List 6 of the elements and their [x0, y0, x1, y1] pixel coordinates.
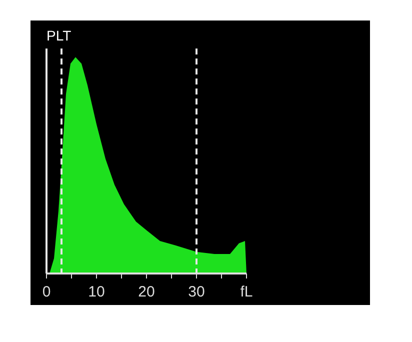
x-tick-label: 20 [138, 284, 155, 300]
chart-title: PLT [46, 28, 72, 44]
x-tick-label: fL [240, 284, 253, 300]
x-tick-label: 0 [42, 284, 51, 300]
x-tick-label: 10 [88, 284, 105, 300]
x-tick-label: 30 [188, 284, 205, 300]
